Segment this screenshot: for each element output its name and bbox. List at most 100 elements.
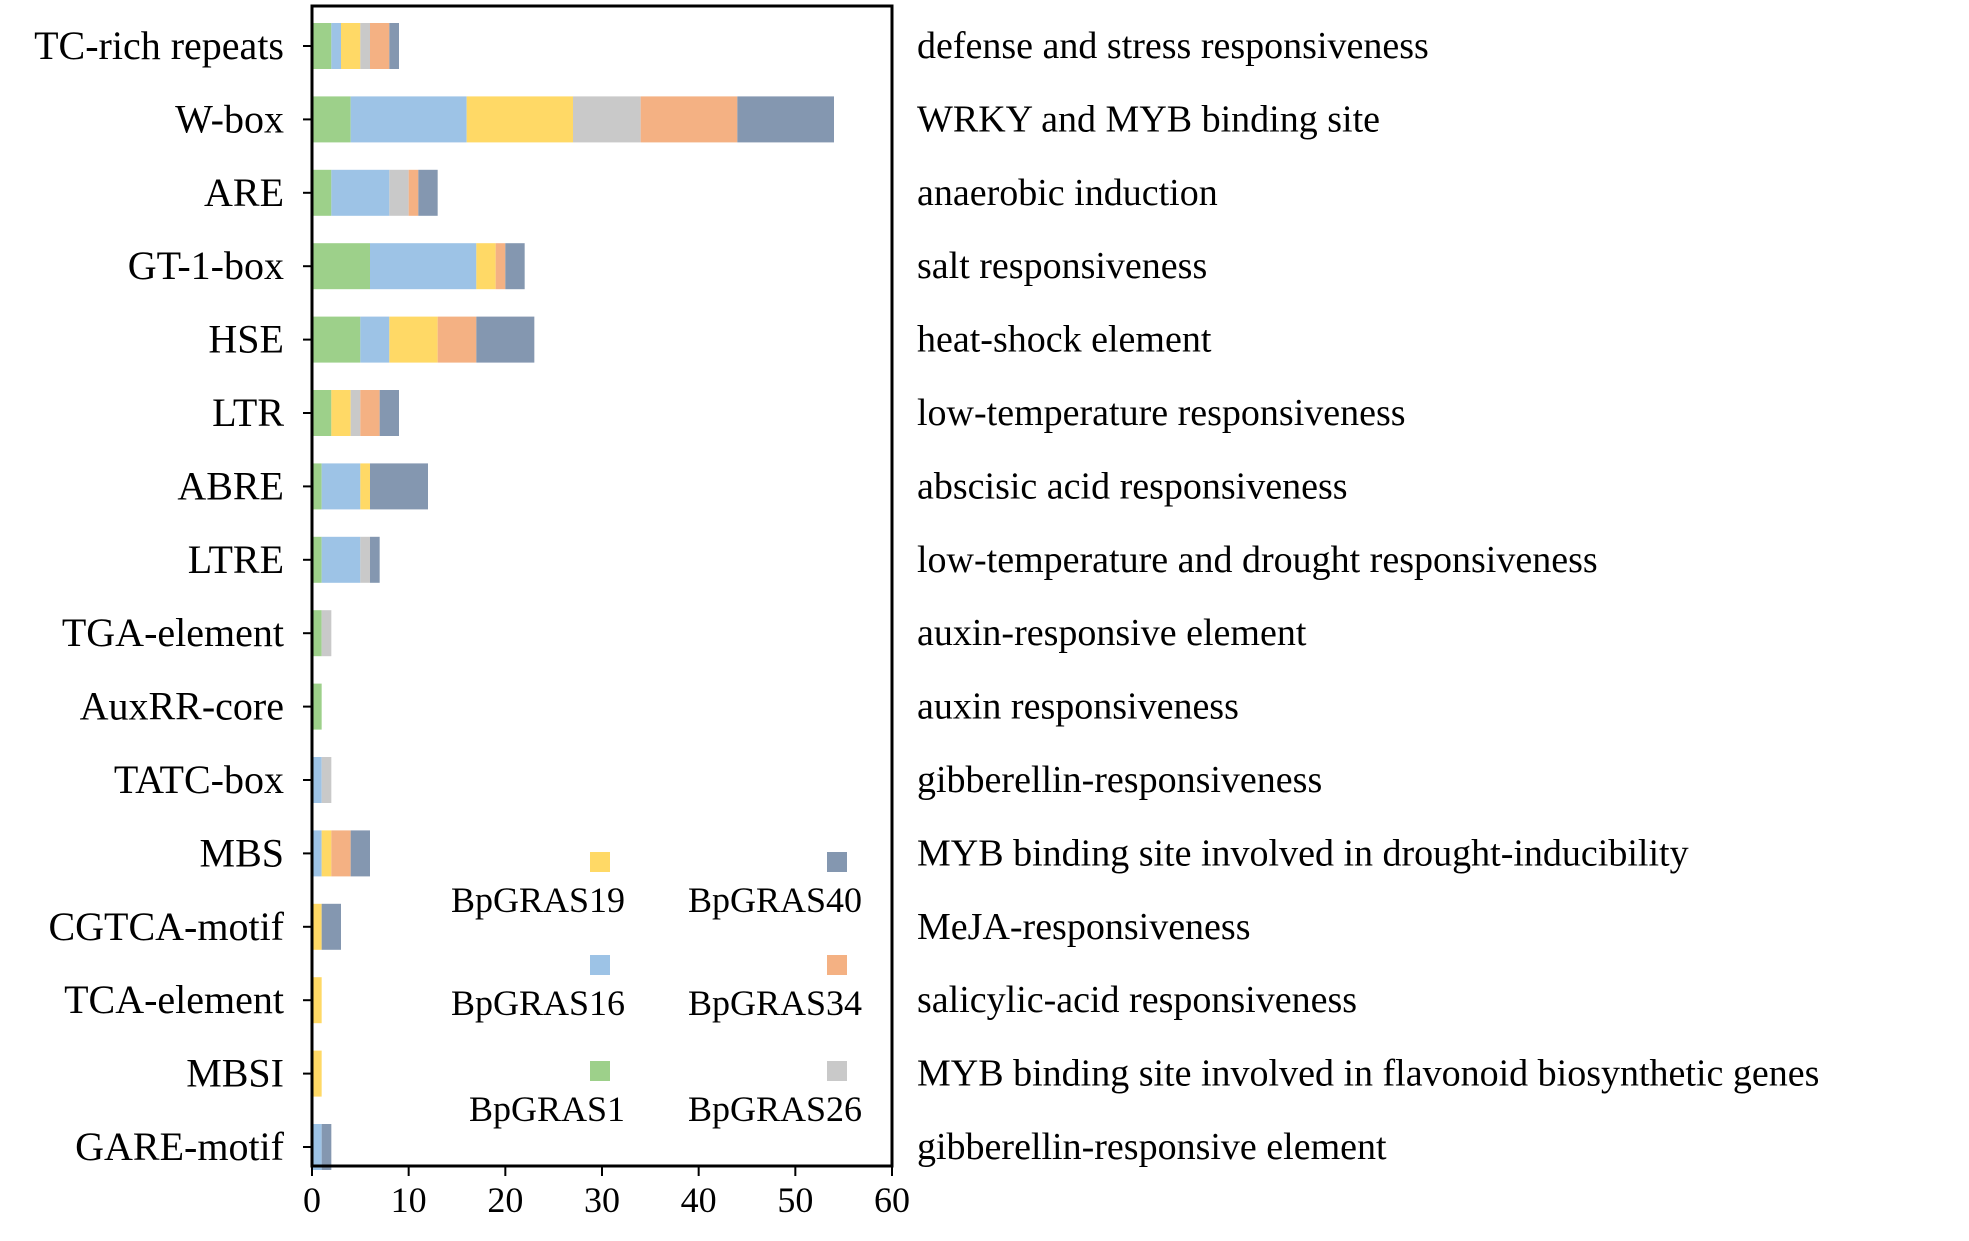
description-auxrr-core: auxin responsiveness xyxy=(917,686,1239,728)
bar-gare-motif-bpgras40 xyxy=(321,1124,332,1170)
bar-auxrr-core-bpgras1 xyxy=(312,683,322,730)
bar-are-bpgras26 xyxy=(389,169,409,216)
bar-mbs-bpgras16 xyxy=(312,830,322,877)
description-ltre: low-temperature and drought responsivene… xyxy=(917,539,1598,581)
bar-gt-1-box-bpgras40 xyxy=(505,243,525,290)
bar-hse-bpgras16 xyxy=(360,316,390,363)
x-tick-label-30: 30 xyxy=(584,1180,620,1220)
description-labels: defense and stress responsiveness WRKY an… xyxy=(917,25,1819,1168)
bar-ltr-bpgras1 xyxy=(312,390,332,436)
bar-ltr-bpgras26 xyxy=(350,390,361,436)
category-labels: TC-rich repeats W-box ARE GT-1-box HSE LTR ABR… xyxy=(34,23,312,1169)
category-label-cgtca-motif: CGTCA-motif xyxy=(48,904,284,949)
category-label-auxrr-core: AuxRR-core xyxy=(80,684,284,729)
bar-tca-element-bpgras19 xyxy=(312,977,322,1024)
category-label-tatc-box: TATC-box xyxy=(114,757,284,802)
bar-are-bpgras1 xyxy=(312,169,332,216)
bar-group xyxy=(312,23,834,1170)
bar-cgtca-motif-bpgras19 xyxy=(312,903,322,950)
bar-tc-rich-repeats-bpgras26 xyxy=(360,23,370,69)
legend-swatch-bpgras19 xyxy=(590,852,610,872)
bar-tga-element-bpgras1 xyxy=(312,610,322,657)
bar-mbs-bpgras34 xyxy=(331,830,351,877)
category-label-gt-1-box: GT-1-box xyxy=(128,243,284,288)
category-label-mbsi: MBSI xyxy=(186,1051,284,1096)
bar-tc-rich-repeats-bpgras1 xyxy=(312,23,332,69)
category-label-abre: ABRE xyxy=(177,463,284,508)
bar-mbsi-bpgras19 xyxy=(312,1050,322,1097)
bar-are-bpgras34 xyxy=(408,169,419,216)
bar-ltr-bpgras40 xyxy=(379,390,399,436)
bar-ltr-bpgras19 xyxy=(331,390,351,436)
bar-abre-bpgras40 xyxy=(370,463,428,510)
bar-gt-1-box-bpgras34 xyxy=(495,243,506,290)
legend-swatch-bpgras40 xyxy=(827,852,847,872)
description-tatc-box: gibberellin-responsiveness xyxy=(917,759,1322,801)
description-are: anaerobic induction xyxy=(917,172,1218,214)
legend-swatch-bpgras26 xyxy=(827,1061,847,1081)
x-tick-label-60: 60 xyxy=(874,1180,910,1220)
bar-tatc-box-bpgras26 xyxy=(321,757,332,803)
description-ltr: low-temperature responsiveness xyxy=(917,392,1406,434)
category-label-mbs: MBS xyxy=(200,830,285,875)
legend: BpGRAS19 BpGRAS40 BpGRAS16 BpGRAS34 BpGRAS1 B… xyxy=(451,852,862,1129)
legend-label-bpgras1: BpGRAS1 xyxy=(469,1089,625,1129)
x-axis: 0 10 20 30 40 50 60 xyxy=(303,1166,910,1220)
bar-ltre-bpgras16 xyxy=(321,536,361,583)
description-tca-element: salicylic-acid responsiveness xyxy=(917,979,1357,1021)
bar-hse-bpgras34 xyxy=(437,316,477,363)
category-label-ltr: LTR xyxy=(212,390,284,435)
bar-gare-motif-bpgras16 xyxy=(312,1124,322,1170)
description-gare-motif: gibberellin-responsive element xyxy=(917,1126,1387,1168)
bar-ltre-bpgras1 xyxy=(312,536,322,583)
category-label-are: ARE xyxy=(204,170,284,215)
legend-label-bpgras40: BpGRAS40 xyxy=(688,880,862,920)
description-tc-rich-repeats: defense and stress responsiveness xyxy=(917,25,1429,67)
description-cgtca-motif: MeJA-responsiveness xyxy=(917,906,1251,948)
bar-abre-bpgras16 xyxy=(321,463,361,510)
legend-label-bpgras16: BpGRAS16 xyxy=(451,983,625,1023)
bar-are-bpgras40 xyxy=(418,169,438,216)
category-label-tca-element: TCA-element xyxy=(64,977,284,1022)
description-gt-1-box: salt responsiveness xyxy=(917,245,1207,287)
bar-w-box-bpgras40 xyxy=(737,96,834,143)
x-tick-label-0: 0 xyxy=(303,1180,321,1220)
legend-swatch-bpgras34 xyxy=(827,955,847,975)
bar-ltr-bpgras34 xyxy=(360,390,380,436)
bar-tc-rich-repeats-bpgras16 xyxy=(331,23,341,69)
description-mbs: MYB binding site involved in drought-ind… xyxy=(917,832,1689,874)
bar-are-bpgras16 xyxy=(331,169,390,216)
legend-swatch-bpgras16 xyxy=(590,955,610,975)
bar-abre-bpgras1 xyxy=(312,463,322,510)
bar-hse-bpgras19 xyxy=(389,316,438,363)
bar-tatc-box-bpgras16 xyxy=(312,757,322,803)
x-tick-label-40: 40 xyxy=(681,1180,717,1220)
bar-gt-1-box-bpgras1 xyxy=(312,243,370,290)
legend-label-bpgras34: BpGRAS34 xyxy=(688,983,862,1023)
legend-label-bpgras19: BpGRAS19 xyxy=(451,880,625,920)
bar-tc-rich-repeats-bpgras40 xyxy=(389,23,399,69)
bar-w-box-bpgras19 xyxy=(466,96,573,143)
description-w-box: WRKY and MYB binding site xyxy=(917,98,1380,140)
category-label-ltre: LTRE xyxy=(188,537,284,582)
category-label-gare-motif: GARE-motif xyxy=(75,1124,285,1169)
bar-w-box-bpgras26 xyxy=(573,96,641,143)
description-mbsi: MYB binding site involved in flavonoid b… xyxy=(917,1053,1819,1095)
category-label-tc-rich-repeats: TC-rich repeats xyxy=(34,23,284,68)
bar-tga-element-bpgras26 xyxy=(321,610,332,657)
category-label-hse: HSE xyxy=(208,317,284,362)
bar-gt-1-box-bpgras16 xyxy=(370,243,477,290)
category-label-w-box: W-box xyxy=(175,96,284,141)
legend-swatch-bpgras1 xyxy=(590,1061,610,1081)
legend-label-bpgras26: BpGRAS26 xyxy=(688,1089,862,1129)
description-tga-element: auxin-responsive element xyxy=(917,612,1307,654)
bar-abre-bpgras19 xyxy=(360,463,370,510)
bar-tc-rich-repeats-bpgras34 xyxy=(370,23,390,69)
x-tick-label-50: 50 xyxy=(777,1180,813,1220)
bar-hse-bpgras1 xyxy=(312,316,361,363)
bar-w-box-bpgras1 xyxy=(312,96,351,143)
bar-gt-1-box-bpgras19 xyxy=(476,243,496,290)
category-label-tga-element: TGA-element xyxy=(62,610,284,655)
bar-mbs-bpgras40 xyxy=(350,830,370,877)
